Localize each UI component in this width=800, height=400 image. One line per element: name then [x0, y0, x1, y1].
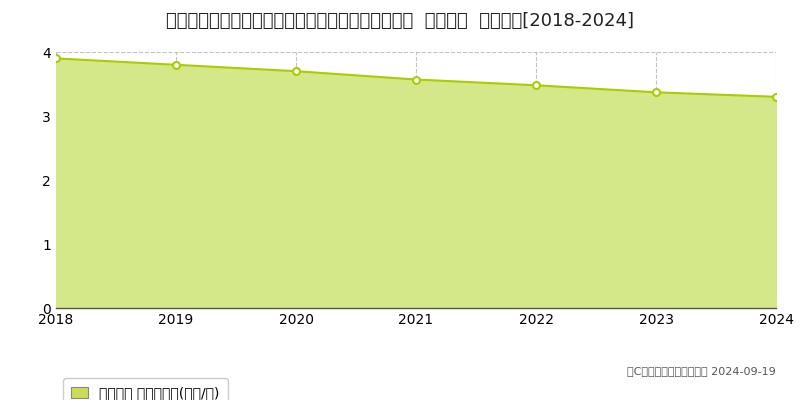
- Text: （C）土地価格ドットコム 2024-09-19: （C）土地価格ドットコム 2024-09-19: [627, 366, 776, 376]
- Text: 和歌山県有田郡有田川町大字粟生字戎山３９９番２  基準地価  地価推移[2018-2024]: 和歌山県有田郡有田川町大字粟生字戎山３９９番２ 基準地価 地価推移[2018-2…: [166, 12, 634, 30]
- Legend: 基準地価 平均坪単価(万円/坪): 基準地価 平均坪単価(万円/坪): [63, 378, 228, 400]
